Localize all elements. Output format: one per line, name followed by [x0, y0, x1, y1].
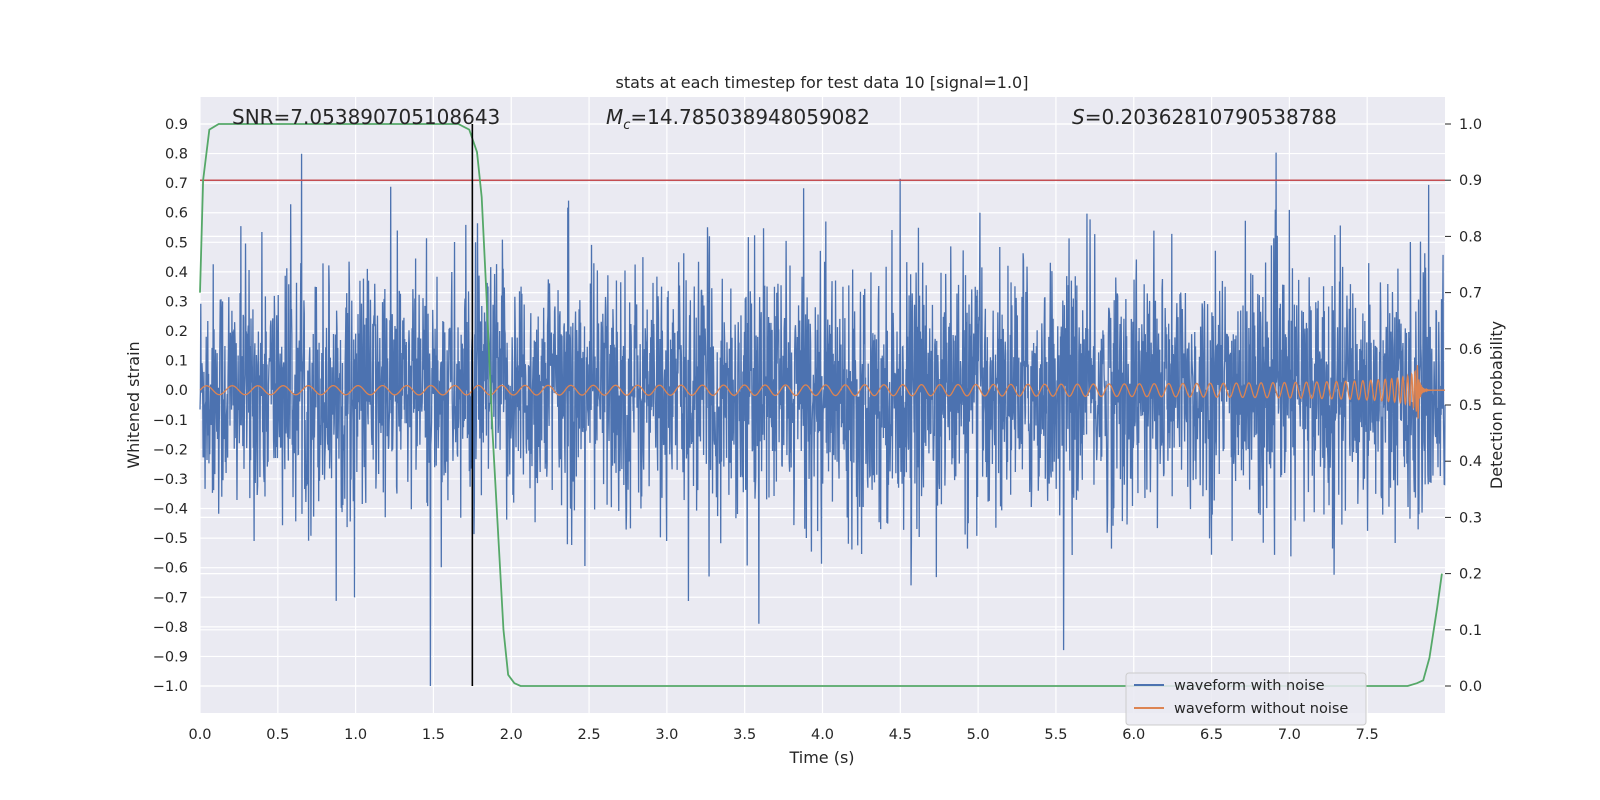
y-tick-label: 0.1 [165, 354, 188, 370]
waveform-with-noise-series [199, 152, 1446, 687]
y2-tick-label: 0.9 [1459, 173, 1482, 189]
y2-tick-label: 0.6 [1459, 342, 1482, 358]
y-tick-label: 0.7 [165, 176, 188, 192]
y-tick-label: −0.3 [153, 472, 188, 488]
x-tick-label: 5.0 [967, 727, 990, 743]
legend-label-clean: waveform without noise [1174, 701, 1348, 717]
x-tick-label: 6.5 [1200, 727, 1223, 743]
y-tick-label: −0.4 [153, 502, 188, 518]
legend-box [1125, 672, 1367, 726]
y-tick-label: 0.5 [165, 235, 188, 251]
y2-tick-label: 0.0 [1459, 679, 1482, 695]
x-tick-label: 3.0 [655, 727, 678, 743]
y2-tick-label: 0.3 [1459, 510, 1482, 526]
y-tick-label: −0.7 [153, 590, 188, 606]
snr-annotation: SNR=7.053890705108643 [232, 105, 500, 129]
y-tick-label: 0.0 [165, 383, 188, 399]
x-tick-label: 1.0 [344, 727, 367, 743]
x-tick-label: 1.5 [422, 727, 445, 743]
y-tick-label: 0.3 [165, 294, 188, 310]
chirp-mass-value: =14.785038948059082 [630, 105, 869, 129]
y-axis-ticks: −1.0 −0.9 −0.8 −0.7 −0.6 −0.5 −0.4 −0.3 −0.2 −0.1… [153, 117, 188, 695]
detection-probability-line [199, 123, 1443, 687]
overlay-series [199, 123, 1445, 687]
chirp-mass-annotation: Mc=14.785038948059082 [606, 105, 870, 133]
x-tick-label: 7.5 [1356, 727, 1379, 743]
x-axis-ticks: 0.0 0.5 1.0 1.5 2.0 2.5 3.0 3.5 4.0 4.5 5.0 5.5 6.0 6… [188, 727, 1378, 743]
waveform-with-noise-line [199, 152, 1446, 687]
y-tick-label: −0.8 [153, 620, 188, 636]
y-tick-label: −0.6 [153, 561, 188, 577]
x-tick-label: 2.0 [500, 727, 523, 743]
x-tick-label: 4.5 [889, 727, 912, 743]
y2-tick-label: 0.4 [1459, 454, 1482, 470]
y2-tick-label: 0.8 [1459, 229, 1482, 245]
x-tick-label: 4.0 [811, 727, 834, 743]
s-value: =0.20362810790538788 [1085, 105, 1337, 129]
x-tick-label: 3.5 [733, 727, 756, 743]
chirp-mass-subscript: c [623, 118, 630, 133]
y-tick-label: −0.2 [153, 442, 188, 458]
waveform-without-noise-series [199, 365, 1445, 419]
y2-axis-ticks: 0.0 0.1 0.2 0.3 0.4 0.5 0.6 0.7 0.8 0.9 1.0 [1445, 117, 1482, 695]
y-tick-label: −1.0 [153, 679, 188, 695]
y-tick-label: 0.9 [165, 117, 188, 133]
y2-tick-label: 1.0 [1459, 117, 1482, 133]
x-axis-label: Time (s) [788, 748, 854, 767]
legend-label-noise: waveform with noise [1174, 678, 1325, 694]
x-tick-label: 7.0 [1278, 727, 1301, 743]
s-annotation: S=0.20362810790538788 [1072, 105, 1337, 129]
y2-tick-label: 0.2 [1459, 567, 1482, 583]
x-tick-label: 0.0 [188, 727, 211, 743]
y2-tick-label: 0.5 [1459, 398, 1482, 414]
y-tick-label: −0.5 [153, 531, 188, 547]
x-tick-label: 2.5 [578, 727, 601, 743]
x-tick-label: 0.5 [266, 727, 289, 743]
y2-tick-label: 0.7 [1459, 286, 1482, 302]
legend: waveform with noise waveform without noi… [1125, 672, 1367, 726]
y-tick-label: 0.2 [165, 324, 188, 340]
s-symbol: S [1072, 105, 1085, 129]
y-tick-label: 0.8 [165, 147, 188, 163]
y-axis-label: Whitened strain [124, 341, 143, 468]
y2-axis-label: Detection probability [1487, 321, 1506, 489]
y2-tick-label: 0.1 [1459, 623, 1482, 639]
y-tick-label: −0.1 [153, 413, 188, 429]
y-tick-label: −0.9 [153, 649, 188, 665]
x-tick-label: 6.0 [1122, 727, 1145, 743]
x-tick-label: 5.5 [1044, 727, 1067, 743]
chart-title: stats at each timestep for test data 10 … [616, 73, 1029, 92]
y-tick-label: 0.6 [165, 206, 188, 222]
chirp-mass-symbol: M [606, 105, 623, 129]
y-tick-label: 0.4 [165, 265, 188, 281]
waveform-without-noise-line [199, 365, 1445, 419]
